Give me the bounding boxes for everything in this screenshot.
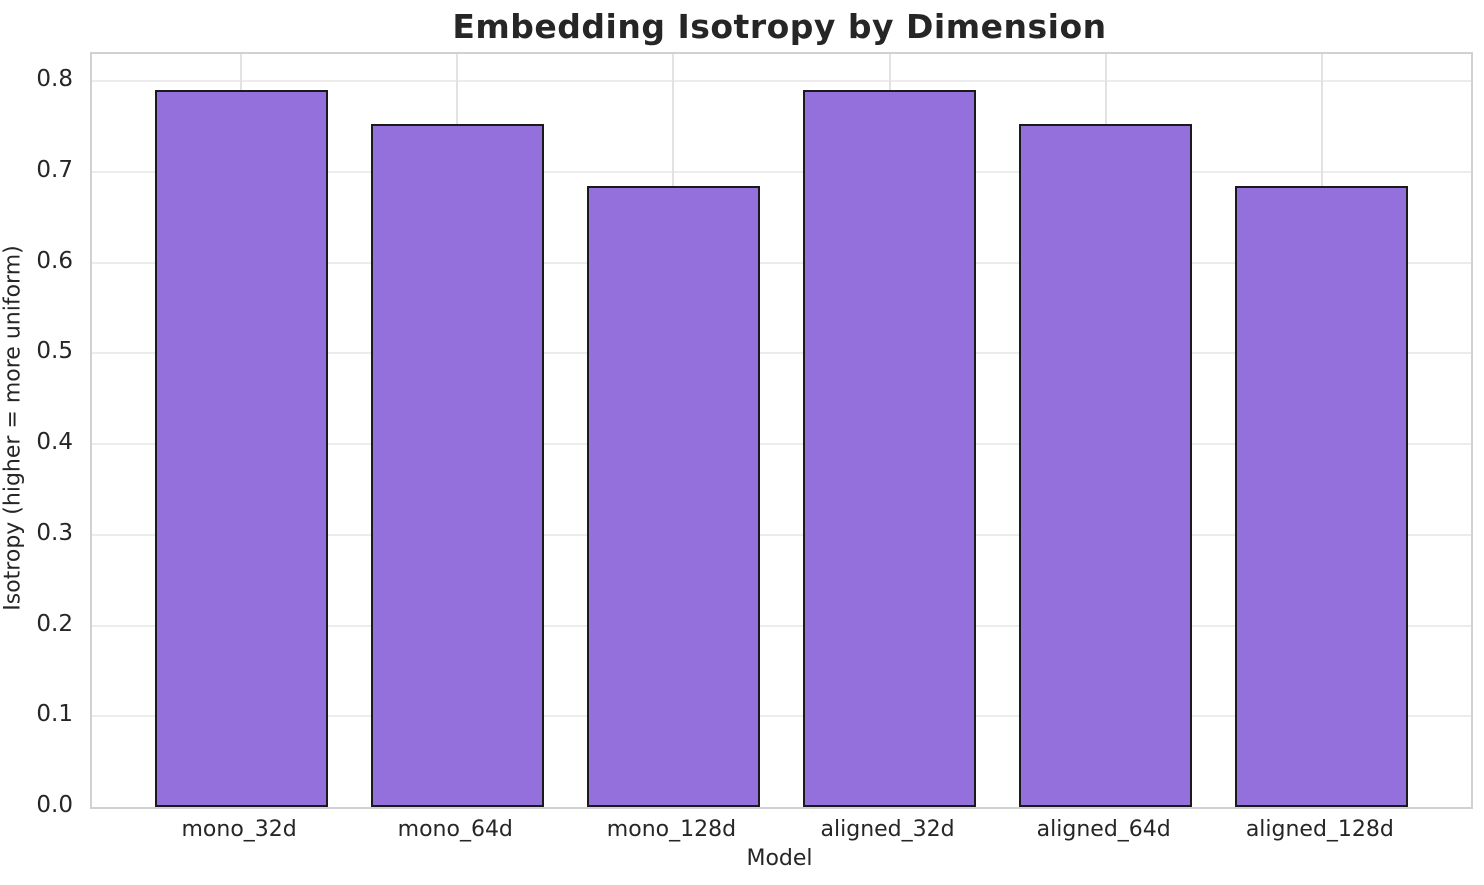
- bar-aligned_32d: [803, 90, 977, 807]
- y-tick-label: 0.4: [36, 429, 73, 456]
- x-tick-label: mono_32d: [181, 817, 297, 842]
- y-tick-label: 0.8: [36, 66, 73, 93]
- y-gridline: [92, 170, 1471, 173]
- bar-mono_64d: [370, 123, 544, 807]
- bar-aligned_128d: [1235, 186, 1409, 807]
- y-tick-label: 0.1: [36, 701, 73, 728]
- y-gridline: [92, 624, 1471, 627]
- bar-aligned_64d: [1019, 123, 1193, 807]
- x-tick-label: aligned_32d: [820, 817, 955, 842]
- y-tick-label: 0.6: [36, 247, 73, 274]
- chart-title: Embedding Isotropy by Dimension: [452, 7, 1107, 46]
- x-tick-label: mono_128d: [606, 817, 737, 842]
- y-gridline: [92, 443, 1471, 446]
- plot-area: [90, 52, 1473, 809]
- y-axis-label: Isotropy (higher = more uniform): [0, 245, 26, 611]
- y-gridline: [92, 533, 1471, 536]
- x-tick-label: aligned_128d: [1245, 817, 1394, 842]
- x-tick-label: mono_64d: [397, 817, 513, 842]
- x-tick-label: aligned_64d: [1036, 817, 1171, 842]
- x-axis-label: Model: [746, 846, 813, 871]
- y-gridline: [92, 352, 1471, 355]
- y-gridline: [92, 261, 1471, 264]
- y-tick-label: 0.3: [36, 519, 73, 546]
- y-tick-label: 0.7: [36, 156, 73, 183]
- y-gridline: [92, 715, 1471, 718]
- y-tick-label: 0.0: [36, 792, 73, 818]
- bar-mono_128d: [586, 186, 760, 807]
- bar-mono_32d: [154, 90, 328, 807]
- y-gridline: [92, 80, 1471, 83]
- y-tick-label: 0.5: [36, 338, 73, 365]
- y-tick-label: 0.2: [36, 610, 73, 637]
